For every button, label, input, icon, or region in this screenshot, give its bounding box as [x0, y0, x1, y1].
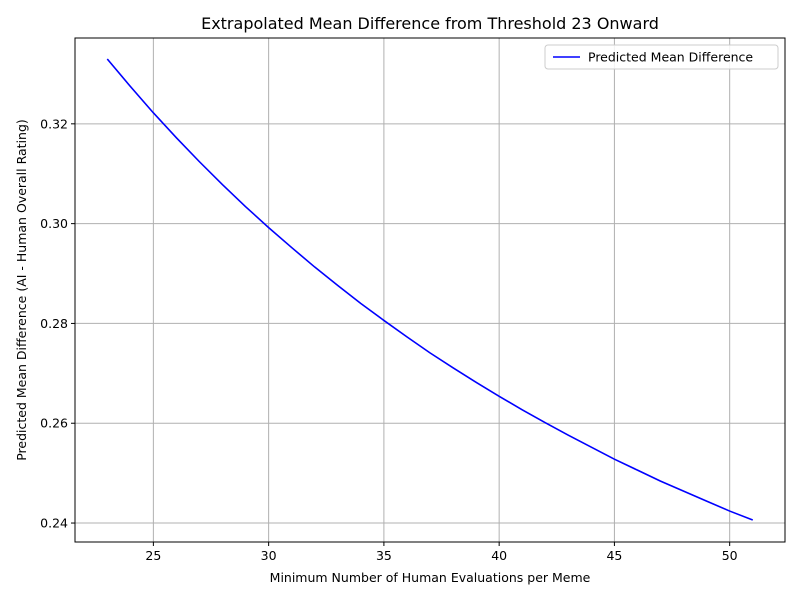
- y-tick-label: 0.32: [40, 116, 68, 131]
- y-axis-label: Predicted Mean Difference (AI - Human Ov…: [14, 119, 29, 461]
- x-tick-label: 35: [376, 548, 392, 563]
- chart-title: Extrapolated Mean Difference from Thresh…: [201, 14, 659, 33]
- legend-box: [544, 44, 779, 70]
- series-layer: [106, 58, 754, 521]
- series-line: [106, 58, 754, 521]
- x-tick-label: 30: [261, 548, 277, 563]
- x-tick-label: 45: [606, 548, 622, 563]
- x-tick-label: 50: [722, 548, 738, 563]
- plot-frame: [74, 37, 786, 543]
- y-tick-label: 0.26: [40, 416, 68, 431]
- x-axis: 25 30 35 40 45 50: [145, 542, 738, 563]
- y-tick-label: 0.24: [40, 516, 68, 531]
- legend-label: Predicted Mean Difference: [588, 50, 753, 65]
- y-tick-label: 0.28: [40, 316, 68, 331]
- x-axis-label: Minimum Number of Human Evaluations per …: [270, 570, 591, 585]
- legend: Predicted Mean Difference: [544, 44, 779, 70]
- x-tick-label: 40: [491, 548, 507, 563]
- grid: [75, 38, 785, 542]
- x-tick-label: 25: [145, 548, 161, 563]
- y-axis: 0.24 0.26 0.28 0.30 0.32: [40, 116, 75, 531]
- y-tick-label: 0.30: [40, 216, 68, 231]
